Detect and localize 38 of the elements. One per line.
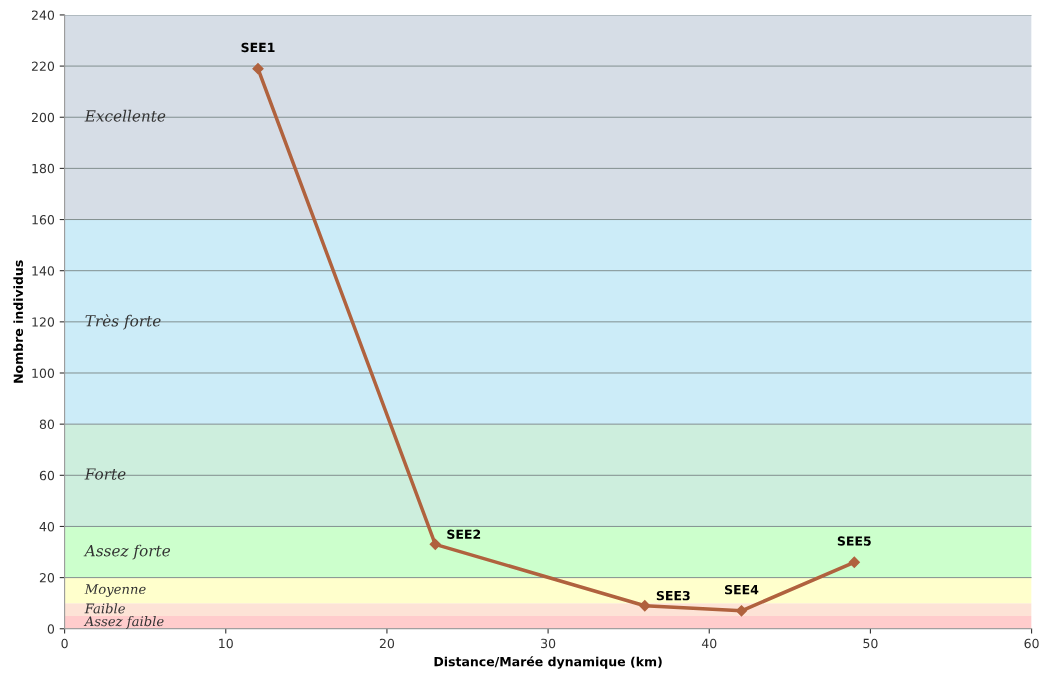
band-label: Faible bbox=[84, 603, 125, 614]
x-tick-label: 10 bbox=[219, 638, 233, 649]
point bbox=[848, 556, 860, 568]
y-tick-label: 120 bbox=[32, 317, 55, 327]
band-label: Assez forte bbox=[83, 544, 171, 560]
annotation: SEE1 bbox=[241, 42, 275, 53]
y-tick-label: 40 bbox=[39, 521, 55, 532]
band-label: Très forte bbox=[85, 314, 161, 330]
y-tick-label: 60 bbox=[39, 470, 55, 481]
y-axis-title: Nombre individus bbox=[13, 260, 24, 383]
annotation: SEE5 bbox=[837, 536, 871, 546]
point bbox=[429, 538, 441, 550]
annotation: SEE4 bbox=[724, 584, 759, 595]
y-tick-label: 160 bbox=[32, 215, 55, 225]
annotation: SEE2 bbox=[447, 529, 481, 539]
y-tick-label: 180 bbox=[32, 163, 55, 174]
band-label: Excellente bbox=[84, 109, 166, 122]
x-tick-label: 50 bbox=[863, 638, 878, 649]
band-label: Moyenne bbox=[84, 584, 146, 597]
point bbox=[252, 63, 264, 75]
y-tick-label: 200 bbox=[31, 112, 55, 123]
band-label: Forte bbox=[84, 468, 126, 480]
band-label: Assez faible bbox=[83, 615, 164, 629]
x-axis-title: Distance/Marée dynamique (km) bbox=[434, 656, 662, 669]
y-tick-label: 100 bbox=[32, 368, 55, 378]
x-tick-label: 60 bbox=[1024, 638, 1039, 649]
y-tick-label: 0 bbox=[47, 624, 55, 634]
x-tick-label: 20 bbox=[379, 638, 395, 649]
y-tick-label: 20 bbox=[39, 573, 55, 583]
annotation: SEE3 bbox=[656, 590, 690, 601]
y-tick-label: 240 bbox=[31, 10, 55, 20]
point bbox=[639, 600, 651, 612]
x-tick-label: 40 bbox=[701, 638, 717, 649]
x-tick-label: 30 bbox=[541, 638, 556, 649]
y-tick-label: 140 bbox=[32, 266, 55, 276]
y-tick-label: 220 bbox=[31, 61, 55, 72]
y-tick-label: 80 bbox=[39, 419, 55, 430]
x-tick-label: 0 bbox=[61, 638, 68, 649]
